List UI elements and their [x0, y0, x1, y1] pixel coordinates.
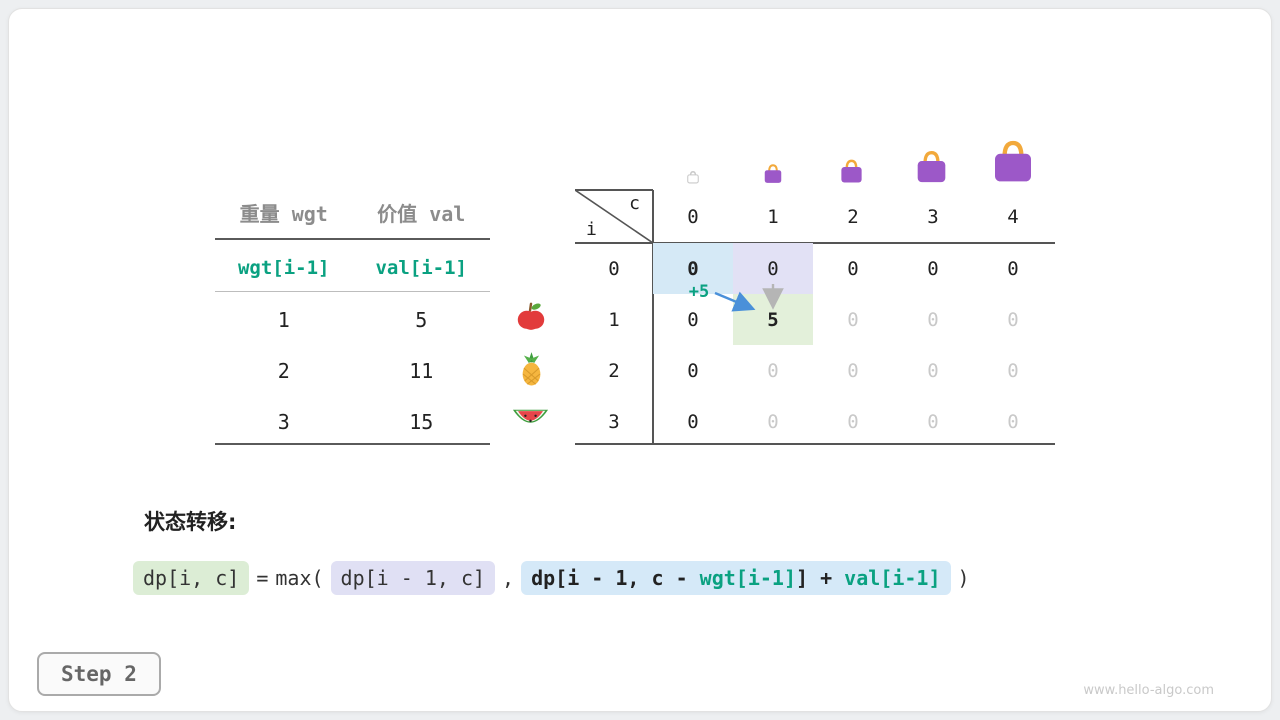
item2-weight: 2 [277, 359, 290, 383]
take-expr-pre: dp[i - 1, c - [531, 566, 700, 590]
wgt-formula-cell: wgt[i-1] [237, 257, 330, 279]
items-table-rule-bottom [215, 443, 490, 445]
dp-cell-0-0: 0 [653, 243, 733, 294]
row-header-0: 0 [608, 257, 620, 280]
val-formula-cell: val[i-1] [375, 257, 467, 279]
watermelon-icon [512, 409, 549, 423]
apple-icon [517, 302, 545, 330]
dp-cell-3-3: 0 [927, 410, 939, 433]
dp-cell-1-0: 0 [687, 308, 699, 331]
dp-take-chip: dp[i - 1, c - wgt[i-1]] + val[i-1] [521, 561, 951, 595]
dp-cell-0-4: 0 [1007, 257, 1019, 280]
items-table-header: 重量 wgt 价值 val [215, 192, 490, 232]
dp-cell-0-1: 0 [733, 243, 813, 294]
item-row-2: 2 11 [215, 351, 490, 391]
bag-large-icon [917, 151, 946, 183]
item-row-3: 3 15 [215, 402, 490, 442]
item1-value: 5 [415, 308, 428, 332]
comma-sign: , [502, 566, 515, 590]
dp-cell-2-2: 0 [847, 359, 859, 382]
pineapple-icon [522, 352, 541, 386]
row-header-1: 1 [608, 308, 620, 331]
dp-cell-3-1: 0 [767, 410, 779, 433]
dp-cell-1-3: 0 [927, 308, 939, 331]
item3-weight: 3 [277, 410, 290, 434]
items-table-rule-mid [215, 291, 490, 292]
max-open: max( [275, 566, 324, 590]
add-value-annotation: +5 [688, 282, 710, 302]
site-watermark: www.hello-algo.com [1083, 683, 1214, 698]
transition-title: 状态转移: [144, 510, 237, 534]
item-axis-label: i [586, 219, 597, 240]
item3-value: 15 [409, 410, 434, 434]
dp-bottom-rule [575, 443, 1055, 445]
close-paren: ) [957, 566, 970, 590]
dp-grid: 0 0 0 0 0 0 5 0 0 0 0 0 0 0 0 0 0 0 0 0 [653, 243, 1053, 447]
bag-xlarge-icon [995, 140, 1031, 182]
dp-row-headers: 0 1 2 3 [575, 243, 653, 447]
items-table-rule-top [215, 238, 490, 240]
dp-cell-0-2: 0 [847, 257, 859, 280]
transition-formula: dp[i, c] = max( dp[i - 1, c] , dp[i - 1,… [133, 561, 970, 595]
dp-cell-1-4: 0 [1007, 308, 1019, 331]
bag-empty-icon [687, 171, 699, 184]
dp-cell-2-4: 0 [1007, 359, 1019, 382]
dp-vertical-rule [652, 190, 654, 445]
value-column-header: 价值 val [377, 201, 466, 226]
dp-cell-3-2: 0 [847, 410, 859, 433]
col-header-3: 3 [927, 205, 939, 228]
dp-cell-1-1: 5 [733, 294, 813, 345]
col-header-4: 4 [1007, 205, 1019, 228]
dp-corner-top-rule [575, 189, 653, 191]
item2-value: 11 [409, 359, 434, 383]
items-table-formula-row: wgt[i-1] val[i-1] [215, 248, 490, 288]
dp-current-chip: dp[i, c] [133, 561, 250, 595]
take-expr-mid: ] + [796, 566, 845, 590]
item-row-1: 1 5 [215, 300, 490, 340]
col-header-0: 0 [687, 205, 699, 228]
dp-corner-cell: c i [575, 190, 653, 243]
col-header-1: 1 [767, 205, 779, 228]
dp-header-rule [575, 242, 1055, 244]
dp-cell-2-0: 0 [687, 359, 699, 382]
col-header-2: 2 [847, 205, 859, 228]
dp-cell-2-1: 0 [767, 359, 779, 382]
dp-cell-0-3: 0 [927, 257, 939, 280]
dp-cell-3-4: 0 [1007, 410, 1019, 433]
dp-cell-3-0: 0 [687, 410, 699, 433]
row-header-2: 2 [608, 359, 620, 382]
bag-small-icon [764, 164, 782, 183]
weight-column-header: 重量 wgt [239, 201, 328, 226]
dp-cell-1-2: 0 [847, 308, 859, 331]
step-badge: Step 2 [37, 652, 161, 696]
capacity-bags [653, 118, 1053, 184]
dp-column-headers: 0 1 2 3 4 [653, 190, 1053, 243]
dp-skip-chip: dp[i - 1, c] [330, 561, 496, 595]
corner-diagonal [575, 190, 653, 243]
capacity-axis-label: c [629, 193, 640, 214]
row-header-3: 3 [608, 410, 620, 433]
equals-sign: = [256, 566, 269, 590]
take-expr-val: val[i-1] [844, 566, 941, 590]
bag-medium-icon [841, 159, 862, 183]
dp-cell-2-3: 0 [927, 359, 939, 382]
item1-weight: 1 [277, 308, 290, 332]
take-expr-wgt: wgt[i-1] [699, 566, 796, 590]
